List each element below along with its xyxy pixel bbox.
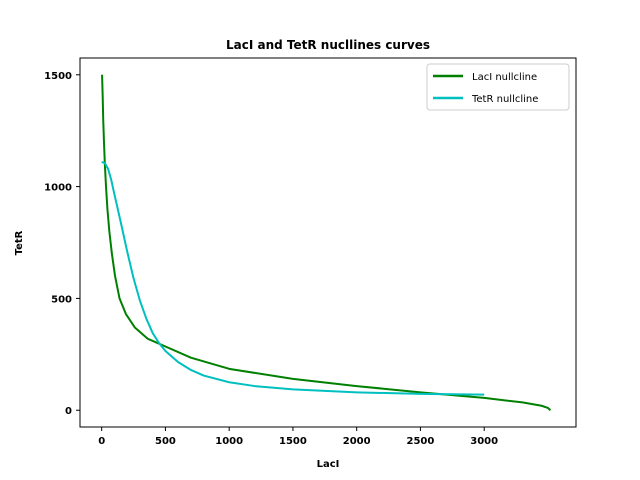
y-tick-label: 0 (65, 406, 72, 417)
x-axis-label: LacI (317, 459, 340, 470)
series-line-laci-nullcline (101, 74, 552, 411)
y-tick-label: 1500 (44, 71, 72, 82)
x-tick-label: 500 (155, 436, 176, 447)
x-tick-label: 1000 (215, 436, 243, 447)
y-axis-label: TetR (14, 230, 25, 255)
x-tick-label: 2500 (407, 436, 435, 447)
series-layer (101, 74, 552, 411)
series-line-tetr-nullcline (101, 161, 485, 396)
y-tick-label: 500 (51, 294, 72, 305)
y-axis: 0 500 1000 1500 (44, 71, 80, 417)
chart-title: LacI and TetR nucllines curves (226, 38, 430, 52)
legend-label-laci: LacI nullcline (472, 72, 537, 83)
x-tick-label: 2000 (343, 436, 371, 447)
x-tick-label: 1500 (279, 436, 307, 447)
x-tick-label: 0 (98, 436, 105, 447)
plot-area (79, 57, 577, 428)
x-axis: 0 500 1000 1500 2000 2500 3000 (98, 427, 498, 447)
legend: LacI nullcline TetR nullcline (426, 63, 570, 111)
x-tick-label: 3000 (470, 436, 498, 447)
legend-label-tetr: TetR nullcline (471, 94, 538, 105)
y-tick-label: 1000 (44, 183, 72, 194)
